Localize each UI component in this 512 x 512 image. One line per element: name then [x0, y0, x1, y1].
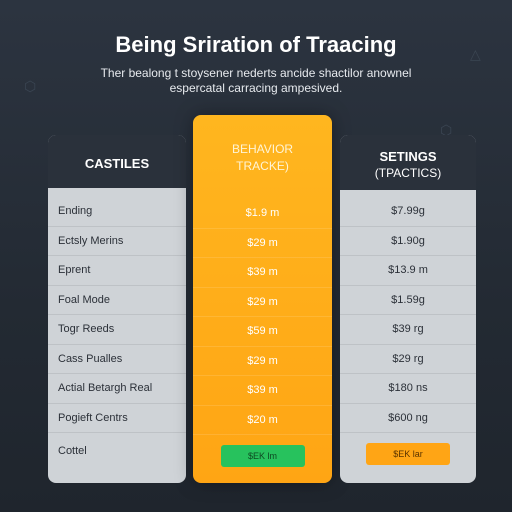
behavior-tracker-column: BEHAVIOR TRACKE) $1.9 m $29 m $39 m $29 …: [193, 115, 332, 483]
price-cell: $20 m: [193, 406, 332, 435]
feature-row-label: Togr Reeds: [48, 315, 186, 345]
settings-title: SETINGS: [379, 148, 437, 164]
hexagon-deco-icon: ⬡: [440, 122, 453, 138]
settings-rows: $7.99g $1.90g $13.9 m $1.59g $39 rg $29 …: [340, 197, 476, 433]
feature-row-label: Eprent: [48, 256, 186, 286]
behavior-header: BEHAVIOR TRACKE): [193, 115, 332, 193]
page-title: Being Sriration of Traacing: [115, 32, 397, 57]
feature-row-label: Ectsly Merins: [48, 227, 186, 256]
behavior-title: BEHAVIOR: [231, 141, 294, 156]
castiles-rows: Ending Ectsly Merins Eprent Foal Mode To…: [48, 197, 186, 433]
feature-row-label: Ending: [48, 197, 186, 227]
hexagon-deco-icon: ⬡: [24, 78, 37, 94]
behavior-subtitle: TRACKE): [236, 158, 289, 173]
behavior-rows: $1.9 m $29 m $39 m $29 m $59 m $29 m $39…: [193, 199, 332, 435]
feature-row-label: Pogieft Centrs: [48, 404, 186, 433]
price-cell: $180 ns: [340, 374, 476, 404]
settings-column: SETINGS (TPACTICS) $7.99g $1.90g $13.9 m…: [340, 135, 476, 483]
price-cell: $29 rg: [340, 345, 476, 374]
price-cell: $7.99g: [340, 197, 476, 227]
settings-subtitle: (TPACTICS): [374, 165, 442, 180]
price-cell: $39 m: [193, 376, 332, 406]
feature-row-label: Actial Betargh Real: [48, 374, 186, 404]
price-cell: $13.9 m: [340, 256, 476, 286]
feature-row-label: Foal Mode: [48, 286, 186, 315]
castiles-header: CASTILES: [48, 135, 186, 188]
castiles-column: CASTILES Ending Ectsly Merins Eprent Foa…: [48, 135, 186, 483]
price-cell: $29 m: [193, 229, 332, 258]
price-cell: $600 ng: [340, 404, 476, 433]
price-cell: $59 m: [193, 317, 332, 347]
price-cell: $39 m: [193, 258, 332, 288]
settings-header: SETINGS (TPACTICS): [340, 135, 476, 190]
price-cell: $39 rg: [340, 315, 476, 345]
price-cell: $29 m: [193, 347, 332, 376]
price-cell: $1.59g: [340, 286, 476, 315]
select-behavior-button[interactable]: $EK lm: [220, 445, 305, 467]
price-cell: $29 m: [193, 288, 332, 317]
select-settings-button[interactable]: $EK lar: [366, 443, 450, 465]
footer-row-label: Cottel: [58, 445, 87, 457]
feature-row-label: Cass Pualles: [48, 345, 186, 374]
price-cell: $1.9 m: [193, 199, 332, 229]
page-subtitle: Ther bealong t stoysener nederts ancide …: [100, 66, 412, 95]
price-cell: $1.90g: [340, 227, 476, 256]
triangle-deco-icon: △: [470, 46, 481, 62]
